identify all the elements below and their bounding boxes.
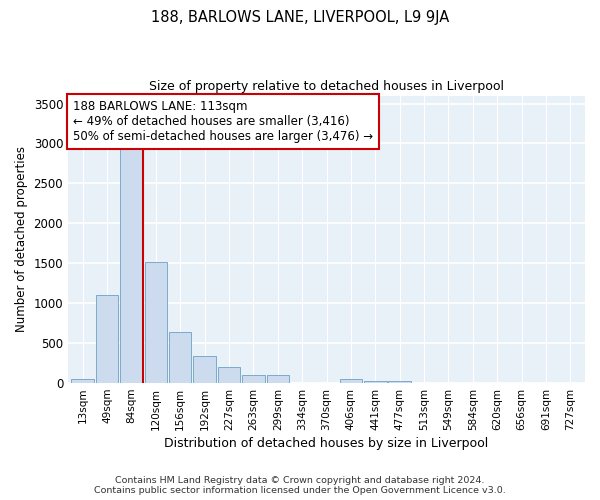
Text: 188, BARLOWS LANE, LIVERPOOL, L9 9JA: 188, BARLOWS LANE, LIVERPOOL, L9 9JA	[151, 10, 449, 25]
Bar	[71, 378, 94, 383]
Bar	[340, 380, 362, 383]
Text: Contains HM Land Registry data © Crown copyright and database right 2024.
Contai: Contains HM Land Registry data © Crown c…	[94, 476, 506, 495]
Bar	[145, 262, 167, 383]
Bar	[242, 375, 265, 383]
Bar	[96, 295, 118, 383]
Y-axis label: Number of detached properties: Number of detached properties	[15, 146, 28, 332]
X-axis label: Distribution of detached houses by size in Liverpool: Distribution of detached houses by size …	[164, 437, 488, 450]
Title: Size of property relative to detached houses in Liverpool: Size of property relative to detached ho…	[149, 80, 504, 93]
Bar	[120, 149, 143, 383]
Bar	[169, 332, 191, 383]
Text: 188 BARLOWS LANE: 113sqm
← 49% of detached houses are smaller (3,416)
50% of sem: 188 BARLOWS LANE: 113sqm ← 49% of detach…	[73, 100, 373, 143]
Bar	[193, 356, 216, 383]
Bar	[364, 380, 386, 383]
Bar	[218, 367, 240, 383]
Bar	[266, 375, 289, 383]
Bar	[388, 382, 411, 383]
